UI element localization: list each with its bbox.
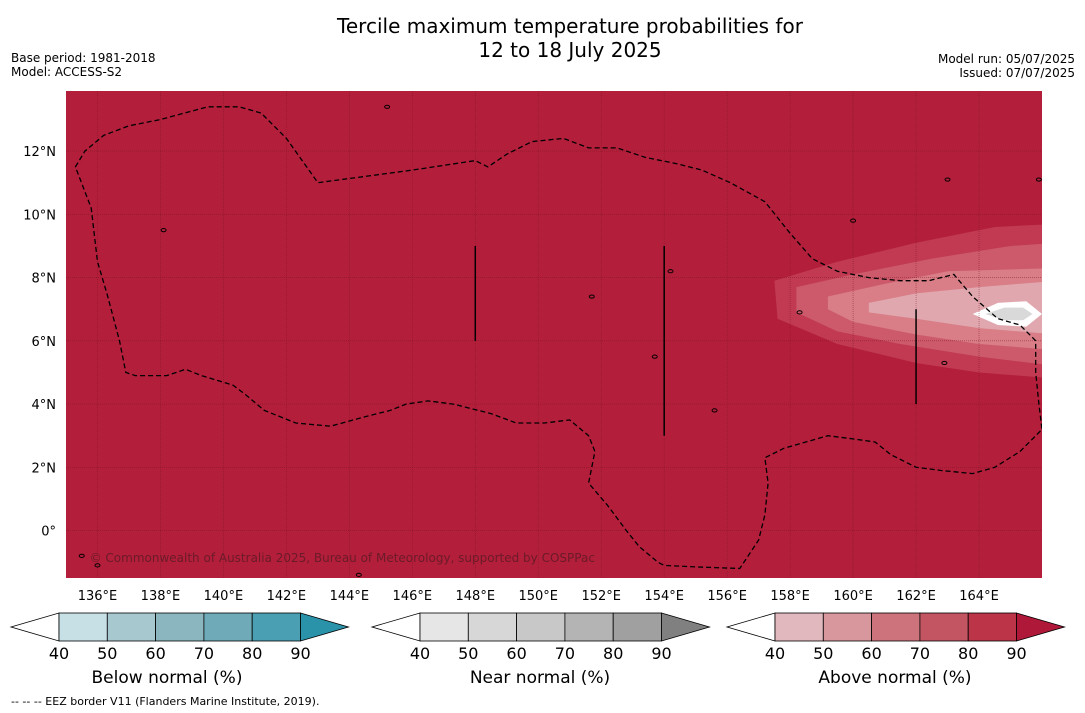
colorbar-segment <box>155 612 205 642</box>
colorbar-tick-label: 70 <box>194 644 214 663</box>
colorbar-segment <box>919 612 969 642</box>
island-0 <box>384 104 391 109</box>
colorbar-layer: 40 50 60 70 80 90 40 50 60 70 80 90 40 50 60 70 80 90 <box>9 612 1066 663</box>
probability-contour-5 <box>985 307 1033 321</box>
title-line-2: 12 to 18 July 2025 <box>478 38 662 62</box>
island-2 <box>667 269 674 274</box>
colorbar-tick-label: 40 <box>765 644 785 663</box>
colorbar-segment <box>612 612 662 642</box>
model-name: Model: ACCESS-S2 <box>11 65 123 79</box>
lon-tick-label: 138°E <box>141 589 181 604</box>
lon-tick-label: 154°E <box>644 589 684 604</box>
lon-tick-label: 136°E <box>78 589 118 604</box>
colorbar-tick-label: 70 <box>555 644 575 663</box>
colorbar-tick-label: 50 <box>458 644 478 663</box>
island-11 <box>78 553 85 558</box>
colorbar-segment <box>467 612 517 642</box>
island-6 <box>651 354 658 359</box>
island-10 <box>850 218 857 223</box>
lon-tick-label: 158°E <box>770 589 810 604</box>
colorbar-segment <box>106 612 157 642</box>
island-12 <box>94 563 101 568</box>
colorbar-label-below: Below normal (%) <box>91 668 243 688</box>
colorbar-tick-label: 50 <box>813 644 833 663</box>
colorbar-tick-label: 40 <box>410 644 430 663</box>
colorbar-segment <box>871 612 921 642</box>
island-5 <box>941 360 948 366</box>
lon-tick-label: 142°E <box>267 589 307 604</box>
lon-tick-label: 152°E <box>581 589 621 604</box>
colorbar-lower-extend <box>725 612 776 642</box>
colorbar-tick-label: 40 <box>49 644 69 663</box>
island-13 <box>355 572 362 577</box>
lon-tick-label: 150°E <box>518 589 558 604</box>
colorbar-tick-label: 80 <box>958 644 978 663</box>
colorbar-tick-label: 90 <box>1006 644 1026 663</box>
colorbar-segment <box>822 612 872 642</box>
colorbar-tick-label: 50 <box>97 644 117 663</box>
lon-tick-label: 160°E <box>833 589 873 604</box>
colorbar-tick-label: 90 <box>290 644 310 663</box>
colorbar-below: 40 50 60 70 80 90 <box>9 612 350 663</box>
colorbar-segment <box>203 612 253 642</box>
colorbar-tick-label: 60 <box>506 644 526 663</box>
colorbar-tick-label: 60 <box>145 644 165 663</box>
colorbar-segment <box>967 612 1017 642</box>
colorbar-label-near: Near normal (%) <box>469 668 611 688</box>
lat-tick-label: 6°N <box>32 335 57 350</box>
lat-tick-label: 2°N <box>32 461 57 476</box>
island-4 <box>796 310 803 315</box>
colorbar-lower-extend <box>9 612 60 642</box>
map-title: Tercile maximum temperature probabilitie… <box>0 14 1085 62</box>
issued-date: Issued: 07/07/2025 <box>959 66 1075 80</box>
colorbar-segment <box>251 612 301 642</box>
lon-tick-label: 162°E <box>896 589 936 604</box>
colorbar-near: 40 50 60 70 80 90 <box>370 612 711 663</box>
map-contents: © Commonwealth of Australia 2025, Bureau… <box>66 91 1042 578</box>
lat-tick-label: 0° <box>41 525 56 540</box>
colorbar-tick-label: 70 <box>910 644 930 663</box>
colorbar-segment <box>564 612 614 642</box>
lat-tick-label: 12°N <box>23 145 56 160</box>
eez-footnote: -- -- -- EEZ border V11 (Flanders Marine… <box>11 695 320 708</box>
title-line-1: Tercile maximum temperature probabilitie… <box>337 14 803 38</box>
island-1 <box>160 228 167 233</box>
colorbar-tick-label: 90 <box>651 644 671 663</box>
colorbar-upper-extend <box>661 612 711 642</box>
colorbar-lower-extend <box>370 612 421 642</box>
lat-tick-label: 10°N <box>23 208 56 223</box>
lat-tick-label: 8°N <box>32 272 57 287</box>
meta-right: Model run: 05/07/2025 Issued: 07/07/2025 <box>938 52 1075 80</box>
island-7 <box>711 408 718 413</box>
colorbar-segment <box>58 612 108 642</box>
colorbar-segment <box>419 612 469 642</box>
map-layer: © Commonwealth of Australia 2025, Bureau… <box>23 91 1042 604</box>
island-9 <box>1035 177 1042 182</box>
island-8 <box>944 177 951 182</box>
colorbar-label-above: Above normal (%) <box>818 668 972 688</box>
base-period: Base period: 1981-2018 <box>11 51 156 65</box>
island-3 <box>588 294 595 299</box>
lon-tick-label: 146°E <box>393 589 433 604</box>
colorbar-segment <box>516 612 566 642</box>
eez-border-line <box>74 106 1042 570</box>
lon-tick-label: 164°E <box>959 589 999 604</box>
colorbar-upper-extend <box>1016 612 1066 642</box>
lon-tick-label: 144°E <box>330 589 370 604</box>
copyright-text: © Commonwealth of Australia 2025, Bureau… <box>90 551 595 565</box>
colorbar-segment <box>774 612 824 642</box>
colorbar-tick-label: 60 <box>861 644 881 663</box>
meta-left: Base period: 1981-2018 Model: ACCESS-S2 <box>11 51 156 79</box>
colorbar-above: 40 50 60 70 80 90 <box>725 612 1066 663</box>
colorbar-upper-extend <box>300 612 350 642</box>
lon-tick-label: 140°E <box>204 589 244 604</box>
colorbar-tick-label: 80 <box>603 644 623 663</box>
lat-tick-label: 4°N <box>32 398 57 413</box>
lon-tick-label: 156°E <box>707 589 747 604</box>
lon-tick-label: 148°E <box>456 589 496 604</box>
model-run: Model run: 05/07/2025 <box>937 52 1075 66</box>
colorbar-tick-label: 80 <box>242 644 262 663</box>
